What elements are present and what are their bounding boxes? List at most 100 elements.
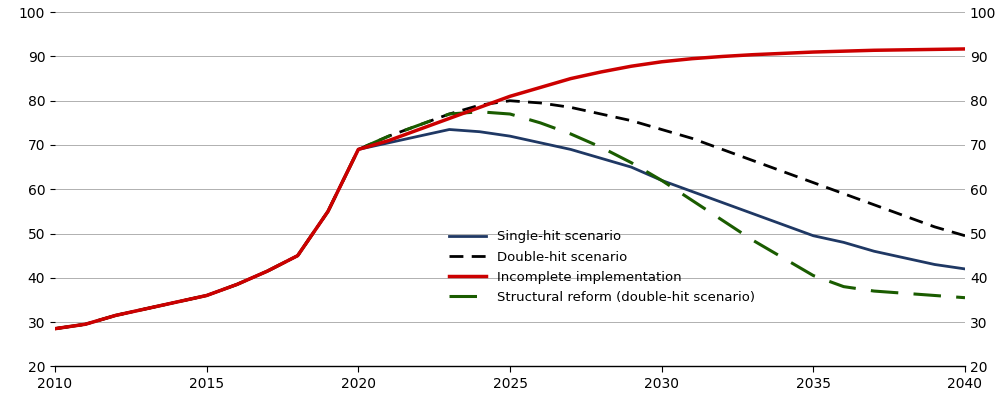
Structural reform (double-hit scenario) xyxy=(201,293,213,298)
Structural reform (double-hit scenario) xyxy=(656,178,668,183)
Incomplete implementation xyxy=(565,76,577,81)
Double-hit scenario xyxy=(898,213,910,218)
Structural reform (double-hit scenario) xyxy=(959,295,971,300)
Line: Single-hit scenario: Single-hit scenario xyxy=(55,129,965,329)
Incomplete implementation xyxy=(110,313,122,318)
Line: Incomplete implementation: Incomplete implementation xyxy=(55,49,965,329)
Single-hit scenario xyxy=(656,178,668,183)
Structural reform (double-hit scenario) xyxy=(898,291,910,296)
Line: Double-hit scenario: Double-hit scenario xyxy=(55,101,965,329)
Structural reform (double-hit scenario) xyxy=(747,238,759,243)
Single-hit scenario xyxy=(595,156,607,161)
Incomplete implementation xyxy=(504,94,516,99)
Structural reform (double-hit scenario) xyxy=(322,209,334,214)
Incomplete implementation xyxy=(352,147,364,152)
Single-hit scenario xyxy=(383,140,395,145)
Single-hit scenario xyxy=(231,282,243,287)
Double-hit scenario xyxy=(686,136,698,141)
Structural reform (double-hit scenario) xyxy=(443,112,455,116)
Structural reform (double-hit scenario) xyxy=(868,289,880,293)
Single-hit scenario xyxy=(261,269,273,274)
Single-hit scenario xyxy=(413,133,425,138)
Double-hit scenario xyxy=(474,103,486,107)
Incomplete implementation xyxy=(170,300,182,304)
Double-hit scenario xyxy=(716,147,728,152)
Incomplete implementation xyxy=(261,269,273,274)
Single-hit scenario xyxy=(747,211,759,216)
Double-hit scenario xyxy=(929,224,941,229)
Incomplete implementation xyxy=(777,51,789,56)
Double-hit scenario xyxy=(352,147,364,152)
Incomplete implementation xyxy=(79,322,91,327)
Incomplete implementation xyxy=(595,70,607,74)
Incomplete implementation xyxy=(716,54,728,59)
Structural reform (double-hit scenario) xyxy=(504,112,516,116)
Double-hit scenario xyxy=(656,127,668,132)
Incomplete implementation xyxy=(534,85,546,90)
Incomplete implementation xyxy=(838,49,850,54)
Double-hit scenario xyxy=(565,105,577,110)
Double-hit scenario xyxy=(625,118,637,123)
Structural reform (double-hit scenario) xyxy=(352,147,364,152)
Structural reform (double-hit scenario) xyxy=(383,133,395,138)
Structural reform (double-hit scenario) xyxy=(413,123,425,127)
Line: Structural reform (double-hit scenario): Structural reform (double-hit scenario) xyxy=(55,112,965,329)
Single-hit scenario xyxy=(898,256,910,260)
Incomplete implementation xyxy=(474,105,486,110)
Single-hit scenario xyxy=(868,249,880,254)
Double-hit scenario xyxy=(747,158,759,163)
Incomplete implementation xyxy=(292,253,304,258)
Incomplete implementation xyxy=(807,50,819,55)
Single-hit scenario xyxy=(534,140,546,145)
Single-hit scenario xyxy=(929,262,941,267)
Single-hit scenario xyxy=(959,267,971,271)
Incomplete implementation xyxy=(625,64,637,69)
Legend: Single-hit scenario, Double-hit scenario, Incomplete implementation, Structural : Single-hit scenario, Double-hit scenario… xyxy=(444,225,760,309)
Single-hit scenario xyxy=(716,200,728,205)
Double-hit scenario xyxy=(868,202,880,207)
Single-hit scenario xyxy=(79,322,91,327)
Structural reform (double-hit scenario) xyxy=(625,160,637,165)
Double-hit scenario xyxy=(292,253,304,258)
Single-hit scenario xyxy=(504,133,516,138)
Incomplete implementation xyxy=(898,47,910,52)
Single-hit scenario xyxy=(474,129,486,134)
Structural reform (double-hit scenario) xyxy=(474,109,486,114)
Structural reform (double-hit scenario) xyxy=(686,198,698,203)
Double-hit scenario xyxy=(49,326,61,331)
Incomplete implementation xyxy=(929,47,941,52)
Incomplete implementation xyxy=(959,46,971,51)
Double-hit scenario xyxy=(170,300,182,304)
Single-hit scenario xyxy=(201,293,213,298)
Double-hit scenario xyxy=(201,293,213,298)
Double-hit scenario xyxy=(534,101,546,105)
Single-hit scenario xyxy=(170,300,182,304)
Structural reform (double-hit scenario) xyxy=(716,218,728,223)
Incomplete implementation xyxy=(686,56,698,61)
Double-hit scenario xyxy=(383,133,395,138)
Double-hit scenario xyxy=(322,209,334,214)
Double-hit scenario xyxy=(140,306,152,311)
Incomplete implementation xyxy=(322,209,334,214)
Single-hit scenario xyxy=(838,240,850,245)
Double-hit scenario xyxy=(110,313,122,318)
Structural reform (double-hit scenario) xyxy=(261,269,273,274)
Incomplete implementation xyxy=(49,326,61,331)
Single-hit scenario xyxy=(686,189,698,194)
Incomplete implementation xyxy=(868,48,880,53)
Structural reform (double-hit scenario) xyxy=(110,313,122,318)
Double-hit scenario xyxy=(231,282,243,287)
Double-hit scenario xyxy=(413,123,425,127)
Structural reform (double-hit scenario) xyxy=(49,326,61,331)
Structural reform (double-hit scenario) xyxy=(79,322,91,327)
Structural reform (double-hit scenario) xyxy=(170,300,182,304)
Incomplete implementation xyxy=(443,116,455,121)
Structural reform (double-hit scenario) xyxy=(929,293,941,298)
Structural reform (double-hit scenario) xyxy=(292,253,304,258)
Incomplete implementation xyxy=(140,306,152,311)
Single-hit scenario xyxy=(322,209,334,214)
Double-hit scenario xyxy=(443,112,455,116)
Structural reform (double-hit scenario) xyxy=(777,256,789,260)
Structural reform (double-hit scenario) xyxy=(231,282,243,287)
Structural reform (double-hit scenario) xyxy=(838,284,850,289)
